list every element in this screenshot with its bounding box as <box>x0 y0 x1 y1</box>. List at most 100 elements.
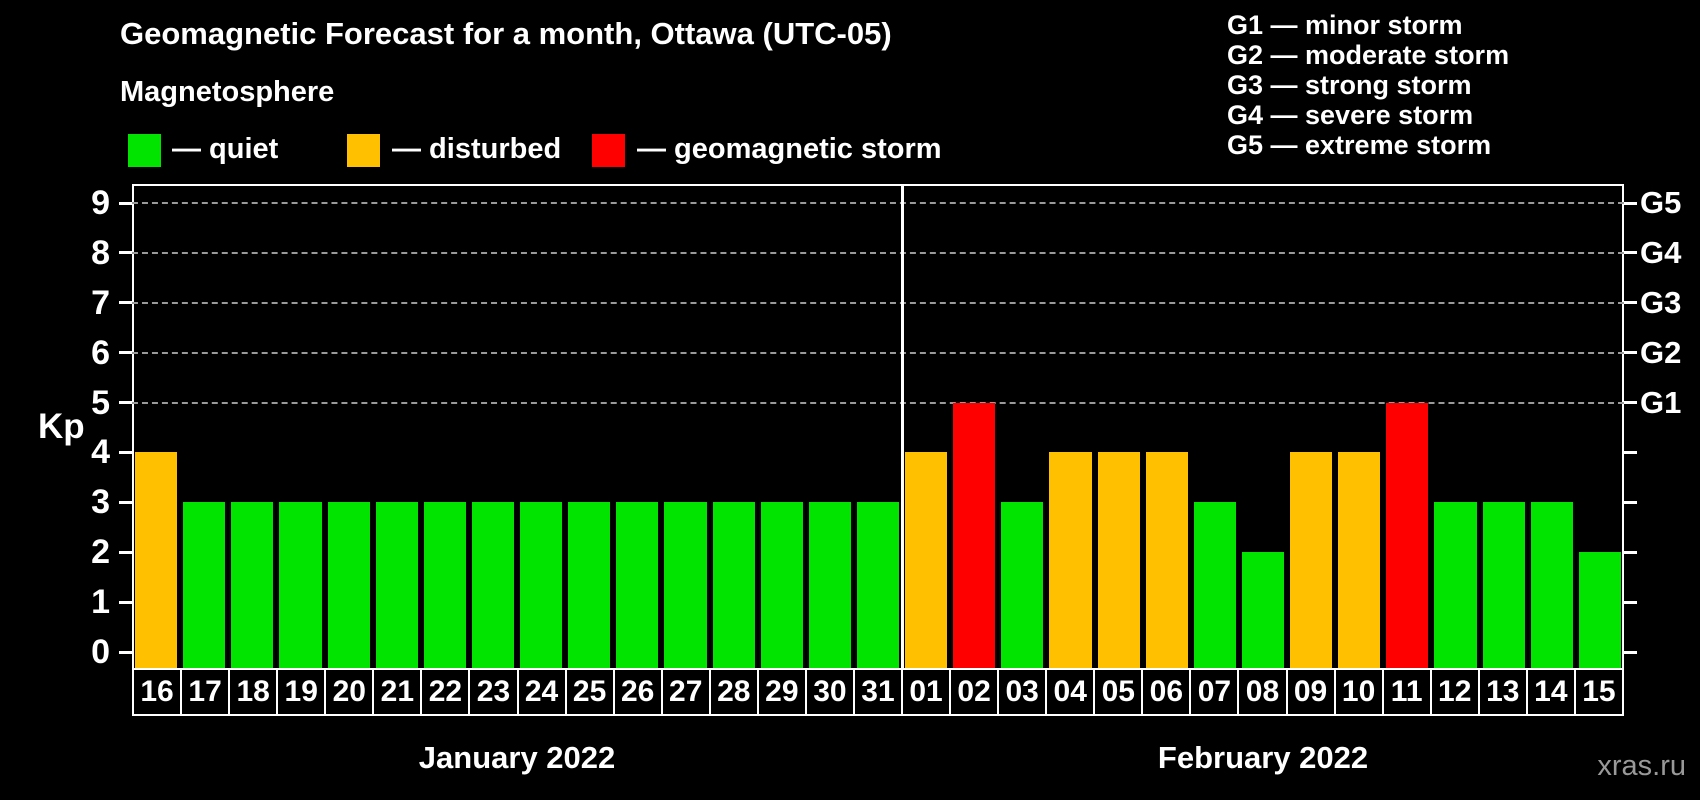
date-cell-17: 17 <box>182 670 231 714</box>
g2-legend-line: G2 — moderate storm <box>1227 40 1510 70</box>
kp-tick-label: 7 <box>91 283 110 322</box>
gridline-kp7 <box>132 301 1624 304</box>
month-divider-line <box>900 184 904 668</box>
month-label-february: February 2022 <box>1157 740 1369 775</box>
kp-bar-day-23 <box>471 502 515 668</box>
kp-bar-day-06 <box>1145 452 1188 668</box>
kp-bar-day-11 <box>1386 402 1429 668</box>
kp-tick-label: 4 <box>91 433 110 472</box>
date-cell-05: 05 <box>1095 670 1144 714</box>
kp-bar-day-27 <box>664 502 707 668</box>
right-axis-tick <box>1624 351 1637 355</box>
date-cell-12: 12 <box>1432 670 1480 714</box>
date-cell-13: 13 <box>1480 670 1528 714</box>
left-axis-tick <box>119 600 132 604</box>
chart-title: Geomagnetic Forecast for a month, Ottawa… <box>120 16 892 51</box>
g4-legend-line: G4 — severe storm <box>1227 100 1474 130</box>
right-axis-tick <box>1624 401 1637 405</box>
kp-bar-day-05 <box>1097 452 1140 668</box>
kp-bar-day-14 <box>1530 502 1573 668</box>
watermark: xras.ru <box>1597 750 1686 782</box>
kp-tick-label: 2 <box>91 533 110 572</box>
kp-bar-day-28 <box>712 502 755 668</box>
date-cell-01: 01 <box>903 670 952 714</box>
quiet-legend-label: — quiet <box>172 133 279 165</box>
quiet-legend-swatch <box>128 134 161 167</box>
left-axis-tick <box>119 301 132 305</box>
gridline-kp5 <box>132 401 1624 404</box>
g3-legend-line: G3 — strong storm <box>1227 70 1472 100</box>
storm-legend-swatch <box>592 134 625 167</box>
chart-subtitle: Magnetosphere <box>120 76 335 108</box>
left-axis-tick <box>119 251 132 255</box>
kp-bar-day-09 <box>1290 452 1333 668</box>
right-axis-tick <box>1624 201 1637 205</box>
date-cell-16: 16 <box>134 670 183 714</box>
gridline-kp8 <box>132 251 1624 254</box>
kp-tick-label: 1 <box>91 583 110 622</box>
kp-tick-label: 8 <box>91 233 110 272</box>
kp-bar-day-26 <box>616 502 659 668</box>
disturbed-legend-label: — disturbed <box>392 133 562 165</box>
date-cell-30: 30 <box>807 670 855 714</box>
kp-bar-day-08 <box>1241 552 1285 668</box>
kp-tick-label: 5 <box>91 383 110 422</box>
g-scale-legend: G1 — minor storm G2 — moderate storm G3 … <box>1227 10 1509 160</box>
date-cell-22: 22 <box>422 670 471 714</box>
right-axis-tick <box>1624 550 1637 554</box>
left-axis-tick <box>119 401 132 405</box>
kp-tick-label: 6 <box>91 333 110 372</box>
kp-tick-label: 3 <box>91 483 110 522</box>
month-label-january: January 2022 <box>418 740 616 775</box>
kp-bar-day-15 <box>1578 552 1621 668</box>
date-cell-06: 06 <box>1143 670 1192 714</box>
kp-bar-day-29 <box>760 502 803 668</box>
left-axis-tick <box>119 650 132 654</box>
right-axis-tick <box>1624 450 1637 454</box>
date-cell-10: 10 <box>1336 670 1384 714</box>
date-cell-19: 19 <box>278 670 327 714</box>
kp-bar-day-10 <box>1338 452 1381 668</box>
date-cell-07: 07 <box>1191 670 1240 714</box>
date-cell-08: 08 <box>1239 670 1288 714</box>
date-cell-23: 23 <box>470 670 519 714</box>
date-cell-02: 02 <box>951 670 1000 714</box>
date-cell-26: 26 <box>615 670 663 714</box>
date-axis-row: 16 17 18 19 20 21 22 23 24 25 26 27 28 29 30 31 01 02 03 04… <box>132 668 1624 716</box>
left-axis-tick <box>119 351 132 355</box>
y-axis-title: Kp <box>38 407 85 446</box>
kp-bar-day-02 <box>953 402 996 668</box>
date-cell-21: 21 <box>374 670 423 714</box>
date-cell-04: 04 <box>1047 670 1096 714</box>
date-cell-15: 15 <box>1582 675 1616 708</box>
left-axis-tick <box>119 500 132 504</box>
date-cell-03: 03 <box>999 670 1048 714</box>
right-axis-tick <box>1624 301 1637 305</box>
g5-legend-line: G5 — extreme storm <box>1227 130 1492 160</box>
date-cell-09: 09 <box>1288 670 1336 714</box>
kp-bar-day-19 <box>279 502 322 668</box>
date-cell-28: 28 <box>711 670 759 714</box>
storm-legend-label: — geomagnetic storm <box>637 133 942 165</box>
g-level-label-g2: G2 <box>1640 334 1682 370</box>
kp-bar-day-20 <box>327 502 370 668</box>
left-axis-tick <box>119 450 132 454</box>
right-axis-tick <box>1624 251 1637 255</box>
g-level-label-g5: G5 <box>1640 185 1682 221</box>
date-cell-29: 29 <box>759 670 807 714</box>
kp-bar-day-31 <box>856 502 900 668</box>
kp-bar-day-17 <box>183 502 226 668</box>
date-cell-18: 18 <box>230 670 279 714</box>
left-axis-tick <box>119 550 132 554</box>
disturbed-legend-swatch <box>347 134 380 167</box>
left-axis-tick <box>119 201 132 205</box>
kp-bar-day-03 <box>1001 502 1044 668</box>
kp-bar-day-25 <box>568 502 611 668</box>
g-level-label-g3: G3 <box>1640 284 1682 320</box>
kp-bar-day-18 <box>231 502 274 668</box>
kp-bar-day-21 <box>375 502 418 668</box>
kp-tick-label: 0 <box>91 633 110 671</box>
g-level-label-g1: G1 <box>1640 384 1682 420</box>
kp-bar-day-01 <box>905 452 948 668</box>
